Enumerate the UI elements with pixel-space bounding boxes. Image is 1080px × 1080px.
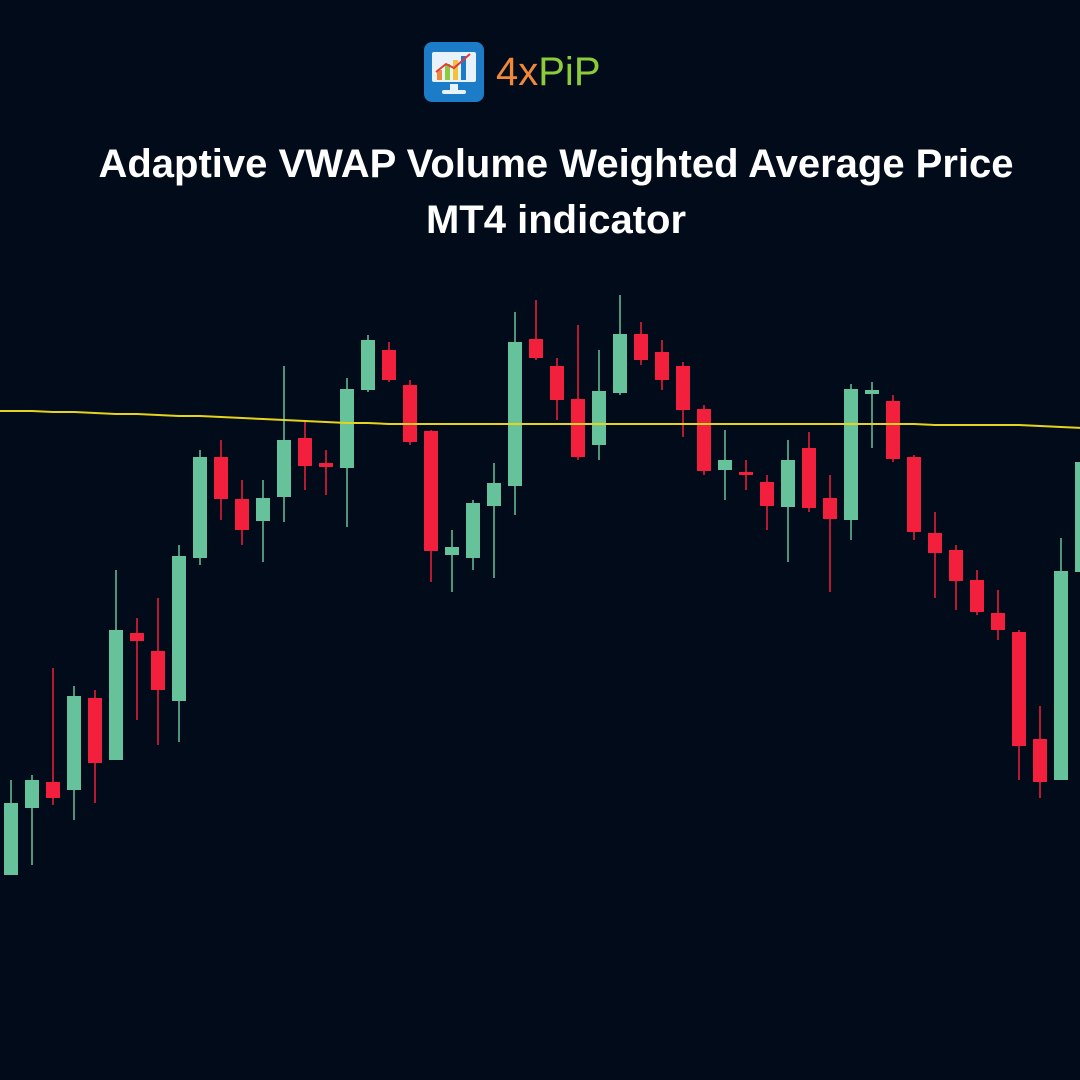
candle-body: [487, 483, 501, 506]
chart-title: Adaptive VWAP Volume Weighted Average Pr…: [98, 142, 1014, 242]
candle-body: [1075, 462, 1080, 572]
candle-body: [466, 503, 480, 558]
candle-body: [550, 366, 564, 400]
candle-body: [928, 533, 942, 553]
candle-body: [634, 334, 648, 360]
candle-body: [445, 547, 459, 555]
candle-body: [760, 482, 774, 506]
candle-body: [67, 696, 81, 790]
vwap-line: [0, 410, 1080, 429]
candle-body: [46, 782, 60, 798]
candle-body: [109, 630, 123, 760]
candle-body: [193, 457, 207, 558]
candle-body: [823, 498, 837, 519]
candle-body: [340, 389, 354, 468]
logo-text-pip: PiP: [538, 49, 601, 94]
candle-body: [739, 472, 753, 475]
candle-body: [382, 350, 396, 380]
logo-text: 4xPiP: [496, 50, 601, 95]
candle-body: [802, 448, 816, 508]
candle-body: [4, 803, 18, 875]
candle-body: [214, 457, 228, 499]
candle-body: [865, 390, 879, 394]
candle-body: [403, 385, 417, 442]
candle-body: [88, 698, 102, 763]
candle-body: [424, 431, 438, 551]
candle-body: [613, 334, 627, 393]
candle-body: [991, 613, 1005, 630]
candle-body: [886, 401, 900, 459]
candle-body: [949, 550, 963, 581]
candle-body: [907, 457, 921, 532]
candle-body: [319, 463, 333, 467]
candle-body: [1054, 571, 1068, 780]
candle-body: [844, 389, 858, 520]
candle-body: [256, 498, 270, 521]
candle-body: [277, 440, 291, 497]
candle-body: [298, 438, 312, 466]
logo: 4xPiP: [424, 42, 601, 102]
logo-icon: [424, 42, 484, 102]
logo-text-4x: 4x: [496, 49, 539, 94]
candle-body: [130, 633, 144, 641]
candle-body: [970, 580, 984, 612]
candle-body: [529, 339, 543, 358]
candle-body: [718, 460, 732, 470]
candle-body: [592, 391, 606, 445]
candle-body: [361, 340, 375, 390]
candle-body: [151, 651, 165, 690]
candle-body: [781, 460, 795, 507]
candle-body: [571, 399, 585, 457]
candle-body: [1033, 739, 1047, 782]
candle-body: [508, 342, 522, 486]
candle-body: [172, 556, 186, 701]
candle-body: [676, 366, 690, 410]
candle-body: [25, 780, 39, 808]
candle-body: [1012, 632, 1026, 746]
candle-body: [697, 409, 711, 471]
candle-body: [655, 352, 669, 380]
candle-body: [235, 499, 249, 530]
